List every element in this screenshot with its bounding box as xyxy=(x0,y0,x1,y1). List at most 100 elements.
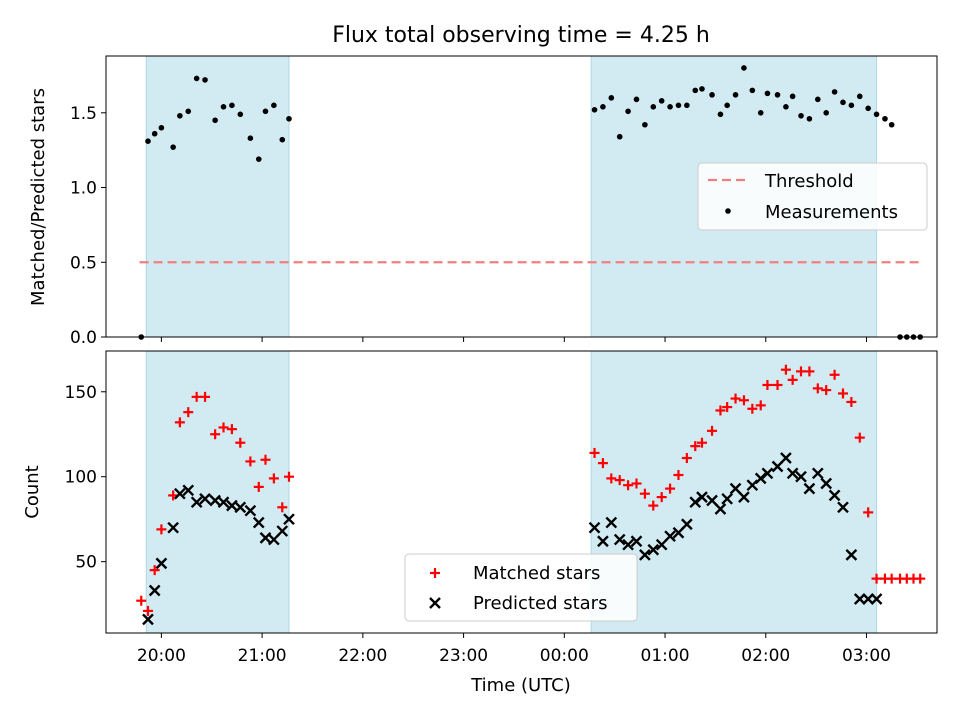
measurement-point xyxy=(724,102,730,109)
measurement-point xyxy=(658,98,665,104)
measurement-point xyxy=(185,108,192,115)
predicted-star-point xyxy=(276,525,289,537)
measurement-point xyxy=(856,93,863,100)
measurement-point xyxy=(202,77,208,83)
predicted-star-point xyxy=(199,492,211,505)
measurement-point xyxy=(692,87,699,94)
predicted-star-point xyxy=(639,549,651,561)
predicted-star-point xyxy=(803,482,816,495)
measurement-point xyxy=(633,96,640,103)
y-tick-label: 0.5 xyxy=(70,253,97,273)
measurement-point xyxy=(789,93,796,100)
matched-star-point xyxy=(656,492,667,503)
matched-star-point xyxy=(722,402,733,413)
x-tick-label: 02:00 xyxy=(741,646,790,666)
top-panel-legend: Threshold Measurements xyxy=(697,162,928,231)
predicted-star-point xyxy=(672,526,685,539)
bottom-panel-points xyxy=(136,364,926,626)
legend-measurements-swatch xyxy=(725,208,731,214)
matched-star-point xyxy=(796,366,807,377)
predicted-star-point xyxy=(696,491,708,503)
measurement-point xyxy=(158,124,165,131)
matched-star-point xyxy=(738,395,749,406)
matched-star-point xyxy=(631,478,642,489)
predicted-star-point xyxy=(786,467,799,480)
matched-star-point xyxy=(623,480,634,491)
predicted-star-point xyxy=(148,584,161,597)
predicted-star-point xyxy=(209,494,221,507)
predicted-star-point xyxy=(190,496,203,509)
y-tick-label: 50 xyxy=(75,553,97,573)
matched-star-point xyxy=(253,481,264,492)
matched-star-point xyxy=(200,391,211,402)
y-tick-label: 100 xyxy=(65,468,97,488)
measurement-point xyxy=(220,104,227,110)
measurement-point xyxy=(732,92,739,98)
predicted-star-point xyxy=(738,491,750,503)
predicted-star-point xyxy=(655,538,668,551)
predicted-star-point xyxy=(870,593,883,605)
measurement-point xyxy=(888,121,895,128)
measurement-point xyxy=(882,115,888,122)
measurement-point xyxy=(757,109,764,116)
matched-star-point xyxy=(871,573,882,584)
measurement-point xyxy=(848,102,855,109)
matched-star-point xyxy=(707,425,718,436)
matched-star-point xyxy=(886,573,897,584)
predicted-star-point xyxy=(630,535,643,548)
x-tick-label: 20:00 xyxy=(137,646,186,666)
matched-star-point xyxy=(268,473,279,484)
measurement-point xyxy=(591,107,598,113)
matched-star-point xyxy=(837,388,848,399)
matched-star-point xyxy=(156,524,167,535)
matched-star-point xyxy=(191,391,202,402)
measurement-point xyxy=(271,102,277,109)
predicted-star-point xyxy=(622,538,634,551)
matched-star-point xyxy=(915,573,926,584)
measurement-point xyxy=(783,104,789,110)
measurement-point xyxy=(616,133,623,140)
matched-star-point xyxy=(804,366,815,377)
measurement-point xyxy=(608,95,615,101)
measurement-point xyxy=(764,90,771,97)
measurement-point xyxy=(667,104,673,110)
x-tick-label: 03:00 xyxy=(842,646,891,666)
matched-star-point xyxy=(696,437,707,448)
matched-star-point xyxy=(747,403,758,414)
measurement-point xyxy=(823,109,829,116)
legend-matched-label: Matched stars xyxy=(473,563,600,584)
measurement-point xyxy=(798,112,804,119)
predicted-star-point xyxy=(795,470,807,483)
measurement-point xyxy=(625,108,631,115)
measurement-point xyxy=(873,111,880,118)
matched-star-point xyxy=(277,502,288,513)
measurement-point xyxy=(193,75,200,82)
measurement-point xyxy=(840,99,846,106)
measurement-point xyxy=(650,104,657,110)
bottom-panel-legend: Matched stars Predicted stars xyxy=(404,553,638,622)
legend-predicted-swatch xyxy=(429,597,441,609)
legend-matched-swatch xyxy=(430,568,440,578)
predicted-star-point xyxy=(729,482,742,495)
figure-title: Flux total observing time = 4.25 h xyxy=(332,23,710,48)
x-tick-label: 00:00 xyxy=(540,646,589,666)
measurement-point xyxy=(279,136,286,143)
predicted-star-point xyxy=(862,593,875,605)
matched-star-point xyxy=(780,364,791,375)
predicted-star-point xyxy=(283,513,295,526)
matched-star-point xyxy=(787,374,798,385)
predicted-star-point xyxy=(252,516,265,529)
measurement-point xyxy=(675,102,682,109)
matched-star-point xyxy=(174,417,185,428)
predicted-star-point xyxy=(811,467,824,480)
predicted-star-point xyxy=(714,503,727,515)
measurement-point xyxy=(642,121,648,128)
measurement-point xyxy=(237,111,244,118)
measurement-point xyxy=(212,117,218,124)
matched-star-point xyxy=(283,471,294,482)
predicted-star-point xyxy=(142,613,154,626)
predicted-star-point xyxy=(706,494,718,507)
measurement-point xyxy=(229,102,235,109)
bottom-panel-frame xyxy=(105,350,938,634)
